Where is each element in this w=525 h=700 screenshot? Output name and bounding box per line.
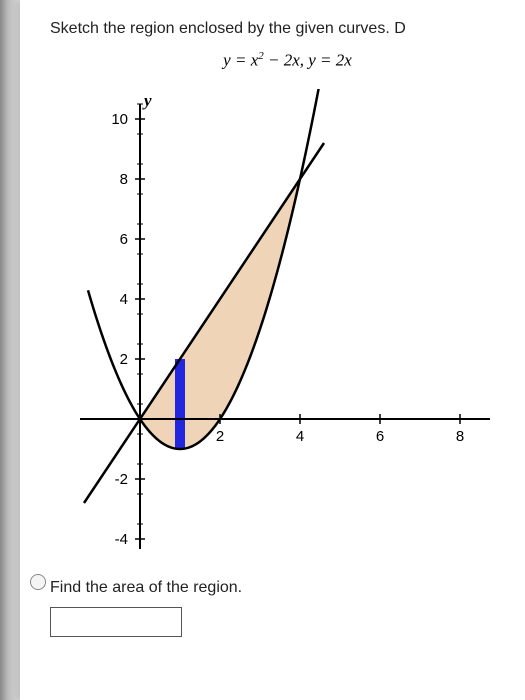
svg-text:4: 4: [120, 291, 128, 308]
svg-text:2: 2: [216, 428, 224, 445]
svg-text:4: 4: [296, 428, 304, 445]
svg-text:y: y: [142, 91, 152, 110]
svg-text:2: 2: [120, 351, 128, 368]
svg-text:6: 6: [376, 428, 384, 445]
svg-text:8: 8: [456, 428, 464, 445]
svg-text:8: 8: [120, 171, 128, 188]
page-sidebar: [0, 0, 20, 700]
chart-container: 2 4 6 8 -4 -2 2 4 6 8 10 y: [70, 89, 490, 549]
region-chart: 2 4 6 8 -4 -2 2 4 6 8 10 y: [70, 89, 490, 549]
svg-text:6: 6: [120, 231, 128, 248]
svg-text:-4: -4: [115, 531, 128, 548]
eq-lhs: y = x: [223, 51, 258, 70]
svg-text:10: 10: [111, 111, 128, 128]
equation: y = x2 − 2x, y = 2x: [50, 50, 525, 71]
question-text: Sketch the region enclosed by the given …: [50, 20, 525, 38]
svg-text:-2: -2: [115, 471, 128, 488]
option-radio[interactable]: [30, 574, 46, 590]
area-prompt: Find the area of the region.: [50, 579, 525, 597]
eq-rest: − 2x, y = 2x: [264, 51, 352, 70]
answer-input[interactable]: [50, 607, 182, 637]
question-page: Sketch the region enclosed by the given …: [20, 0, 525, 700]
